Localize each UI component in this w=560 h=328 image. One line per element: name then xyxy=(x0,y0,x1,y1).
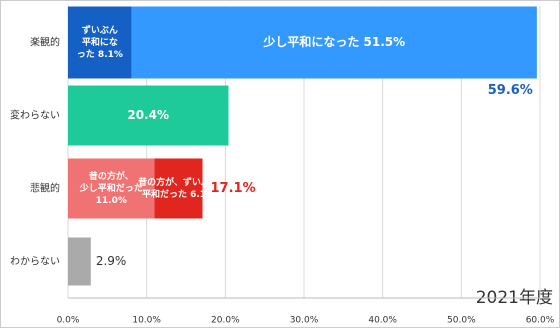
x-tick-label: 0.0% xyxy=(57,316,80,326)
bar-segment xyxy=(68,237,91,286)
category-label: わからない xyxy=(10,256,60,268)
value-label: ずいぶん xyxy=(82,24,118,36)
value-label: 昔の方が、ずいぶん xyxy=(138,176,219,188)
bar-segment xyxy=(68,85,229,146)
value-label: 11.0% xyxy=(96,196,127,206)
category-label: 楽観的 xyxy=(30,36,60,49)
bar-segment xyxy=(68,158,155,219)
value-label: った 8.1% xyxy=(77,49,123,60)
category-label: 悲観的 xyxy=(30,182,60,195)
category-label: 変わらない xyxy=(10,109,60,122)
x-tick-label: 40.0% xyxy=(368,316,397,326)
total-label: 59.6% xyxy=(488,83,533,98)
value-label: 20.4% xyxy=(127,108,169,122)
value-label: 少し平和になった 51.5% xyxy=(262,34,405,49)
x-tick-label: 20.0% xyxy=(211,316,240,326)
value-label: 平和だった 6.1% xyxy=(142,188,215,200)
bar-segment xyxy=(131,6,537,79)
x-tick-label: 10.0% xyxy=(132,316,161,326)
total-label: 17.1% xyxy=(211,181,256,196)
bar-segment xyxy=(68,6,132,79)
value-label: 平和にな xyxy=(82,36,118,48)
value-label: 昔の方が、 xyxy=(89,170,134,182)
x-tick-label: 30.0% xyxy=(290,316,319,326)
value-label: 2.9% xyxy=(96,254,127,268)
value-label: 少し平和だった xyxy=(79,182,143,194)
bar-segment xyxy=(154,158,203,219)
x-tick-label: 50.0% xyxy=(447,316,476,326)
x-tick-label: 60.0% xyxy=(526,316,555,326)
